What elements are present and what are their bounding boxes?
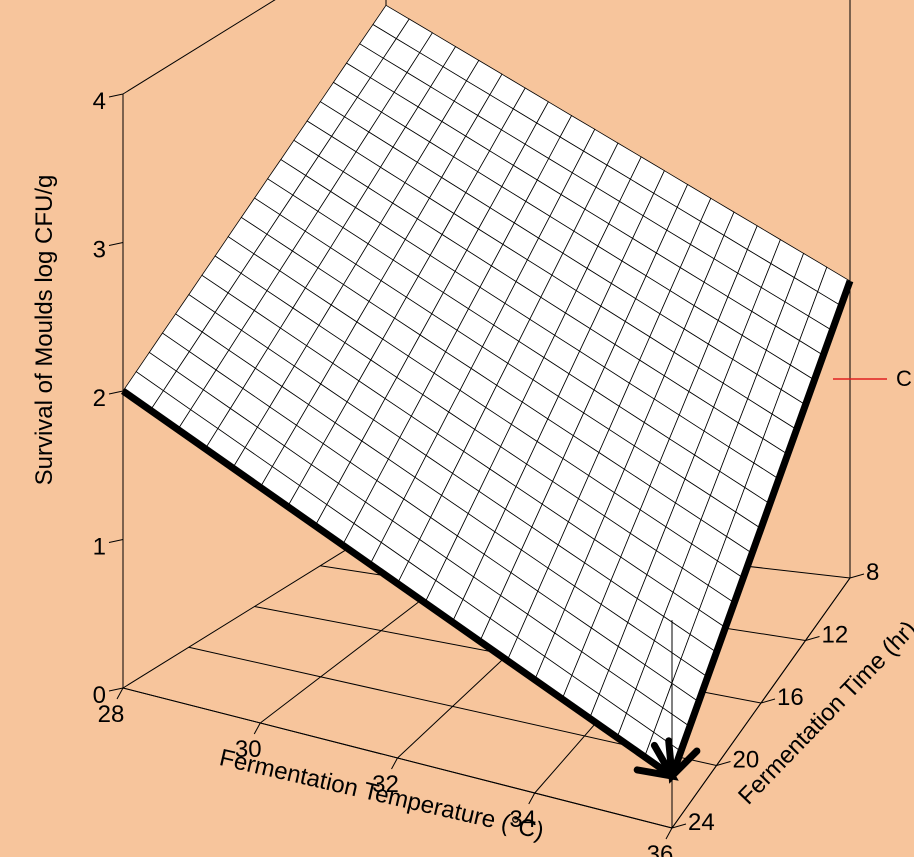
z-axis-title: Survival of Moulds log CFU/g <box>31 175 58 486</box>
z-tick <box>108 390 124 395</box>
x-tick <box>391 757 398 770</box>
z-tick-label: 0 <box>93 682 106 709</box>
z-tick-label: 1 <box>93 534 106 561</box>
y-tick <box>849 573 865 579</box>
x-tick <box>528 792 536 805</box>
tick-marks <box>108 93 865 840</box>
trend-arrows <box>120 279 854 784</box>
x-tick-label: 32 <box>372 771 399 798</box>
y-tick <box>716 761 731 766</box>
trend-arrow-shaft <box>668 279 854 778</box>
z-tick <box>108 539 124 543</box>
z-tick <box>108 687 124 692</box>
z-tick <box>108 242 124 246</box>
y-tick-label: 16 <box>777 684 804 711</box>
trend-arrow-head <box>665 737 701 784</box>
box-edge-back-top-left <box>122 0 276 95</box>
y-tick <box>671 823 687 829</box>
y-tick-label: 8 <box>866 559 879 586</box>
x-tick <box>116 687 124 700</box>
x-tick-label: 34 <box>509 806 536 833</box>
x-tick <box>665 827 673 840</box>
y-tick-label: 24 <box>688 809 715 836</box>
y-tick-label: 20 <box>733 747 760 774</box>
response-surface <box>122 4 851 777</box>
y-tick <box>760 698 776 704</box>
z-tick <box>108 93 124 98</box>
x-tick-label: 36 <box>647 841 674 857</box>
x-axis-title: Fermentation Temperature (°C) <box>217 744 547 845</box>
side-marker-label: C <box>896 366 912 391</box>
z-tick-label: 3 <box>93 237 106 264</box>
z-tick-label: 2 <box>93 385 106 412</box>
y-tick-label: 12 <box>822 622 849 649</box>
x-tick <box>253 722 261 735</box>
x-tick-label: 30 <box>235 736 262 763</box>
x-tick-label: 28 <box>98 701 125 728</box>
y-tick <box>805 636 820 641</box>
trend-arrow-shaft <box>120 388 675 779</box>
z-tick-label: 4 <box>93 88 106 115</box>
